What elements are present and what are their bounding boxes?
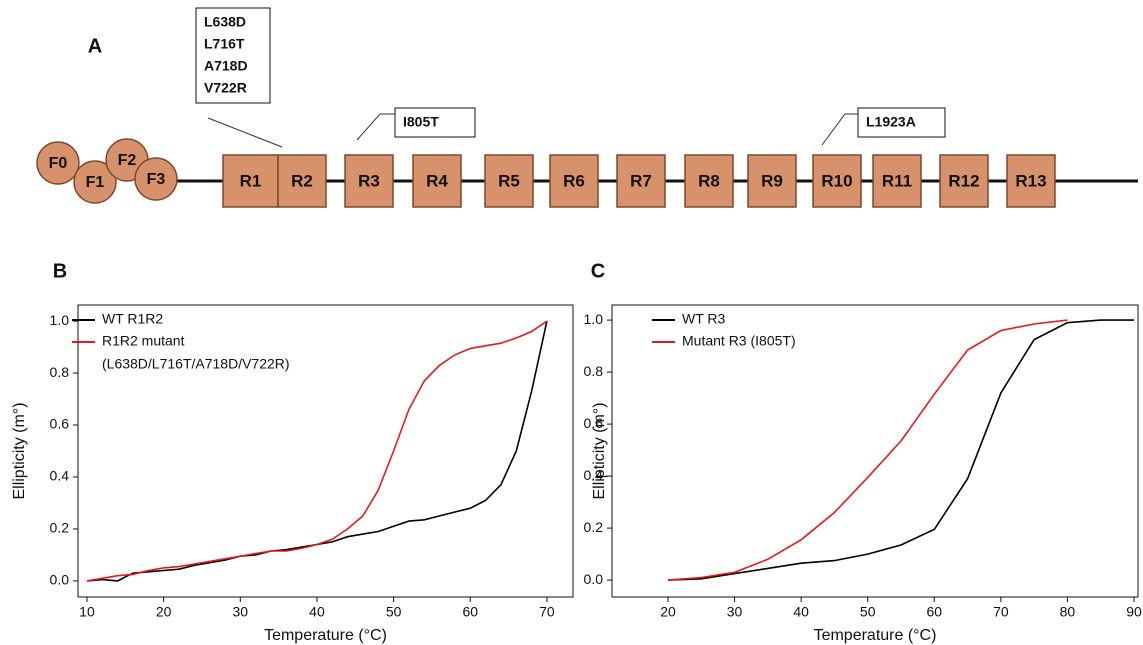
- data-line: [667, 319, 1134, 581]
- mutation-label: L638D: [204, 14, 246, 30]
- y-tick-label: 0.0: [50, 572, 70, 588]
- x-axis-title: Temperature (°C): [264, 627, 387, 644]
- repeat-box: [939, 154, 989, 208]
- y-axis-title: Ellipticity (m°): [591, 402, 608, 499]
- repeat-label: R4: [426, 171, 448, 190]
- repeat-label: R7: [630, 171, 652, 190]
- leader-line: [207, 117, 283, 148]
- domain-label: F1: [86, 174, 105, 191]
- repeat-label: R13: [1015, 171, 1046, 190]
- y-tick-label: 0.8: [584, 363, 604, 379]
- leader-line: [821, 113, 858, 146]
- mutation-box: [394, 107, 476, 138]
- data-line: [667, 319, 1068, 581]
- x-axis-title: Temperature (°C): [814, 627, 937, 644]
- panel-label: A: [88, 35, 102, 57]
- plot-frame: [77, 304, 574, 598]
- y-tick-label: 0.0: [584, 571, 604, 587]
- y-tick-label: 0.6: [50, 416, 70, 432]
- leader-line: [356, 113, 395, 141]
- y-tick-label: 1.0: [50, 312, 70, 328]
- panel-label: B: [53, 260, 67, 282]
- x-tick-label: 20: [156, 604, 172, 620]
- y-tick-label: 0.4: [584, 467, 604, 483]
- repeat-box: [1006, 154, 1056, 208]
- repeat-box: [812, 154, 862, 208]
- repeat-box: [412, 154, 462, 208]
- legend-label: WT R3: [682, 311, 726, 327]
- repeat-label: R3: [358, 171, 380, 190]
- repeat-box: [684, 154, 734, 208]
- domain-label: F2: [118, 152, 137, 169]
- x-tick-label: 50: [860, 604, 876, 620]
- mutation-label: I805T: [403, 114, 439, 130]
- mutation-box: [857, 107, 946, 138]
- domain-label: F0: [49, 155, 68, 172]
- data-line: [86, 320, 548, 582]
- repeat-label: R10: [821, 171, 852, 190]
- x-tick-label: 10: [79, 604, 95, 620]
- x-tick-label: 60: [462, 604, 478, 620]
- repeat-label: R6: [563, 171, 585, 190]
- repeat-box: [747, 154, 797, 208]
- panel-label: C: [591, 260, 605, 282]
- y-tick-label: 0.8: [50, 364, 70, 380]
- x-tick-label: 30: [233, 604, 249, 620]
- legend-label: R1R2 mutant: [102, 333, 185, 349]
- domain-label: F3: [147, 171, 166, 188]
- y-tick-label: 1.0: [584, 311, 604, 327]
- mutation-label: A718D: [204, 58, 248, 74]
- x-tick-label: 80: [1060, 604, 1076, 620]
- repeat-label: R11: [882, 171, 912, 190]
- repeat-label: R5: [498, 171, 520, 190]
- mutation-label: V722R: [204, 80, 247, 96]
- legend-label: WT R1R2: [102, 311, 163, 327]
- x-tick-label: 20: [660, 604, 676, 620]
- plot-frame: [611, 304, 1139, 598]
- y-tick-label: 0.4: [50, 468, 70, 484]
- x-tick-label: 70: [993, 604, 1009, 620]
- y-tick-label: 0.6: [584, 415, 604, 431]
- repeat-label: R2: [291, 171, 313, 190]
- repeat-box: [277, 154, 327, 208]
- repeat-box: [549, 154, 599, 208]
- x-tick-label: 40: [309, 604, 325, 620]
- repeat-label: R9: [761, 171, 783, 190]
- repeat-box: [616, 154, 666, 208]
- x-tick-label: 40: [793, 604, 809, 620]
- legend-note: (L638D/L716T/A718D/V722R): [102, 356, 290, 372]
- repeat-label: R12: [948, 171, 979, 190]
- repeat-box: [484, 154, 534, 208]
- repeat-box: [344, 154, 394, 208]
- x-tick-label: 30: [727, 604, 743, 620]
- y-axis-title: Ellipticity (m°): [11, 402, 28, 499]
- mutation-label: L1923A: [866, 114, 916, 130]
- repeat-label: R1: [240, 171, 262, 190]
- x-tick-label: 90: [1126, 604, 1142, 620]
- x-tick-label: 50: [386, 604, 402, 620]
- domain-circle: [134, 157, 178, 201]
- y-tick-label: 0.2: [50, 520, 70, 536]
- domain-circle: [73, 160, 117, 204]
- x-tick-label: 70: [539, 604, 555, 620]
- repeat-box: [872, 154, 922, 208]
- y-tick-label: 0.2: [584, 519, 604, 535]
- mutation-label: L716T: [204, 36, 245, 52]
- mutation-box: [195, 7, 271, 104]
- repeat-label: R8: [698, 171, 720, 190]
- x-tick-label: 60: [926, 604, 942, 620]
- domain-circle: [36, 141, 80, 185]
- legend-label: Mutant R3 (I805T): [682, 333, 796, 349]
